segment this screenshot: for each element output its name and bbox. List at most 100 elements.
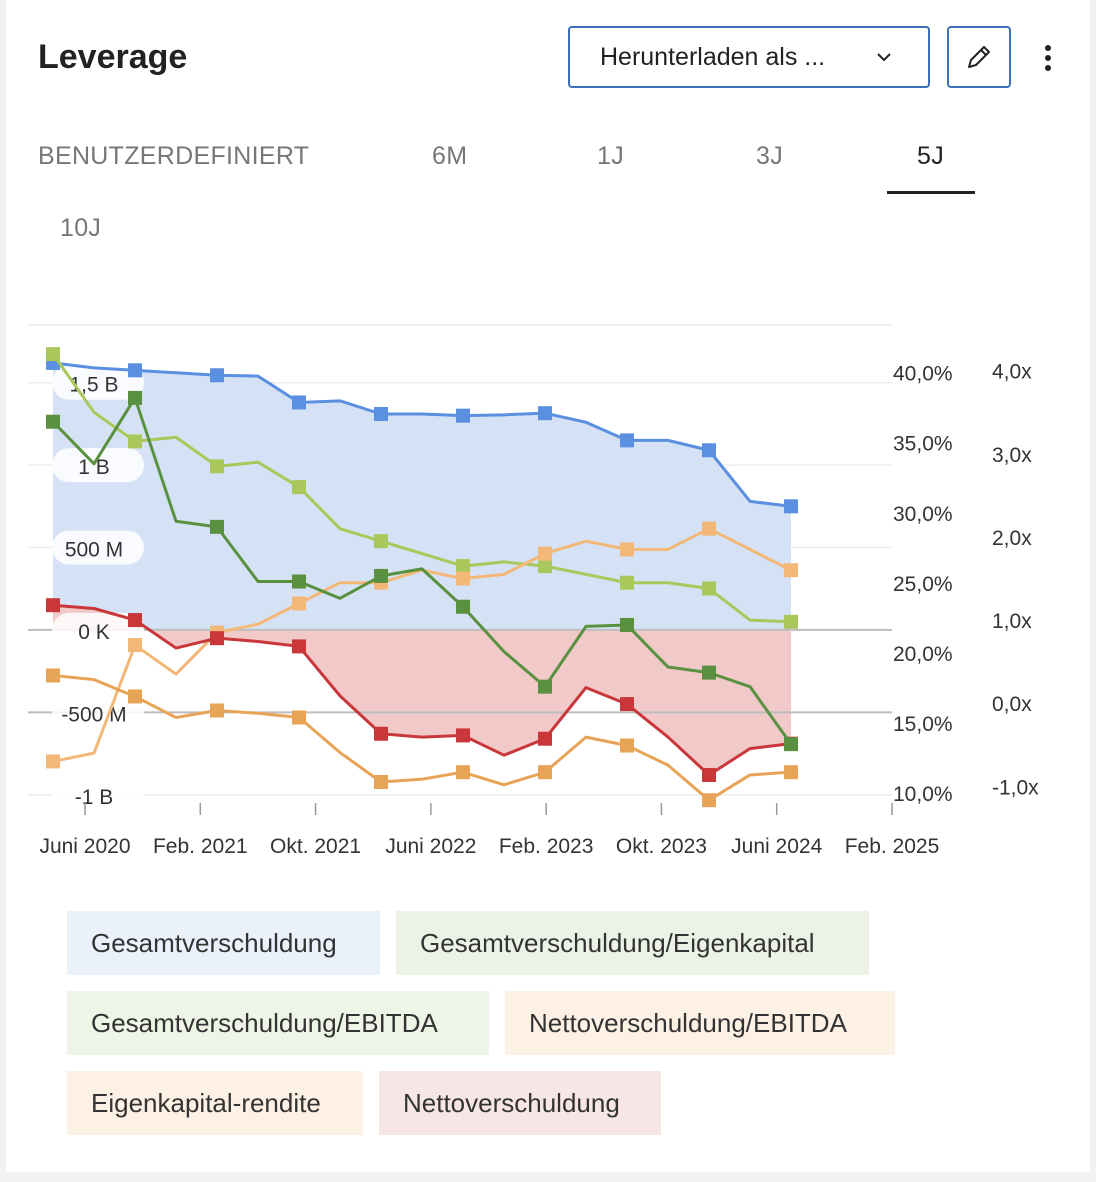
y-tick-label-left: 500 M bbox=[65, 539, 123, 562]
data-point bbox=[374, 774, 388, 789]
y-tick-label-percent: 35,0% bbox=[893, 433, 953, 456]
data-point bbox=[456, 408, 470, 423]
more-vertical-icon bbox=[1045, 45, 1051, 71]
active-tab-indicator bbox=[887, 191, 975, 194]
y-tick-label-left: 1 B bbox=[78, 456, 110, 479]
data-point bbox=[210, 459, 224, 474]
data-point bbox=[538, 406, 552, 421]
tab-5j[interactable]: 5J bbox=[917, 142, 945, 170]
data-point bbox=[620, 697, 634, 712]
data-point bbox=[702, 793, 716, 808]
data-point bbox=[210, 368, 224, 383]
tab-10j[interactable]: 10J bbox=[60, 214, 102, 242]
right-axis-multiple: 4,0x 3,0x 2,0x 1,0x 0,0x -1,0x bbox=[992, 361, 1039, 800]
legend-item-label: Nettoverschuldung bbox=[403, 1087, 620, 1118]
data-point bbox=[374, 726, 388, 741]
data-point bbox=[784, 563, 798, 578]
data-point bbox=[374, 568, 388, 583]
data-point bbox=[456, 559, 470, 574]
data-point bbox=[538, 679, 552, 694]
y-tick-label-left: 0 K bbox=[78, 621, 110, 644]
y-tick-pill bbox=[52, 530, 144, 565]
data-point bbox=[784, 765, 798, 780]
data-point bbox=[46, 347, 60, 362]
y-tick-label-multiple: 3,0x bbox=[992, 444, 1032, 467]
data-point bbox=[46, 598, 60, 613]
edit-button[interactable] bbox=[947, 26, 1011, 88]
y-tick-label-percent: 10,0% bbox=[893, 783, 953, 806]
y-tick-pill bbox=[52, 695, 144, 730]
data-point bbox=[456, 571, 470, 586]
legend-item-label: Eigenkapital-rendite bbox=[91, 1087, 321, 1118]
pencil-icon bbox=[968, 46, 990, 68]
data-point bbox=[456, 765, 470, 780]
x-tick-label: Okt. 2023 bbox=[616, 835, 707, 858]
data-point bbox=[292, 596, 306, 611]
series-5 bbox=[46, 598, 798, 782]
x-tick-label: Feb. 2021 bbox=[153, 835, 248, 858]
data-point bbox=[128, 613, 142, 628]
legend-item-label: Gesamtverschuldung bbox=[91, 927, 337, 958]
y-tick-label-multiple: 0,0x bbox=[992, 693, 1032, 716]
leverage-card: Leverage Herunterladen als ... BENUTZERD… bbox=[6, 0, 1090, 1172]
y-tick-label-percent: 25,0% bbox=[893, 573, 953, 596]
legend-item-label: Gesamtverschuldung/Eigenkapital bbox=[420, 927, 815, 958]
y-tick-label-multiple: -1,0x bbox=[992, 776, 1039, 799]
tab-benutzerdefiniert[interactable]: BENUTZERDEFINIERT bbox=[38, 142, 310, 170]
data-point bbox=[128, 363, 142, 378]
data-point bbox=[128, 638, 142, 653]
data-point bbox=[538, 546, 552, 561]
data-point bbox=[128, 390, 142, 405]
y-tick-pill bbox=[52, 612, 144, 647]
data-point bbox=[46, 754, 60, 769]
x-tick-label: Feb. 2025 bbox=[845, 835, 940, 858]
data-point bbox=[128, 689, 142, 704]
data-point bbox=[620, 433, 634, 448]
data-point bbox=[538, 765, 552, 780]
data-point bbox=[292, 574, 306, 589]
data-point bbox=[702, 767, 716, 782]
y-tick-label-multiple: 2,0x bbox=[992, 527, 1032, 550]
legend-item[interactable]: Gesamtverschuldung/Eigenkapital bbox=[396, 911, 869, 975]
y-tick-label-multiple: 1,0x bbox=[992, 610, 1032, 633]
y-tick-pill bbox=[52, 365, 144, 400]
data-point bbox=[784, 614, 798, 629]
x-tick-label: Juni 2020 bbox=[39, 835, 130, 858]
series-2 bbox=[46, 347, 798, 629]
data-point bbox=[456, 599, 470, 614]
x-axis: Juni 2020 Feb. 2021 Okt. 2021 Juni 2022 Feb.… bbox=[39, 803, 939, 858]
data-point bbox=[702, 443, 716, 458]
left-axis: 1,5 B 1 B 500 M 0 K -500 M -1 B bbox=[52, 365, 144, 812]
data-point bbox=[784, 499, 798, 514]
download-label: Herunterladen als ... bbox=[600, 42, 826, 71]
data-point bbox=[620, 542, 634, 557]
data-point bbox=[456, 728, 470, 743]
x-tick-label: Juni 2022 bbox=[385, 835, 476, 858]
download-dropdown[interactable]: Herunterladen als ... bbox=[568, 26, 930, 88]
data-point bbox=[620, 575, 634, 590]
data-point bbox=[538, 731, 552, 746]
y-tick-label-percent: 20,0% bbox=[893, 643, 953, 666]
data-point bbox=[128, 434, 142, 449]
y-tick-label-percent: 30,0% bbox=[893, 503, 953, 526]
data-point bbox=[538, 559, 552, 574]
legend-item[interactable]: Nettoverschuldung/EBITDA bbox=[505, 991, 895, 1055]
y-tick-label-left: -500 M bbox=[61, 703, 126, 726]
more-options-button[interactable] bbox=[1030, 36, 1066, 80]
tab-3j[interactable]: 3J bbox=[756, 142, 784, 170]
data-point bbox=[46, 414, 60, 429]
tab-1j[interactable]: 1J bbox=[597, 142, 625, 170]
data-point bbox=[702, 581, 716, 596]
data-point bbox=[374, 407, 388, 422]
leverage-chart: 1,5 B 1 B 500 M 0 K -500 M -1 B 40,0% 35,0% 30,0… bbox=[28, 324, 1039, 858]
tab-6m[interactable]: 6M bbox=[432, 142, 468, 170]
legend-item-label: Nettoverschuldung/EBITDA bbox=[529, 1007, 847, 1038]
legend-item[interactable]: Gesamtverschuldung/EBITDA bbox=[67, 991, 489, 1055]
series-line bbox=[52, 361, 792, 508]
legend-item[interactable]: Nettoverschuldung bbox=[379, 1071, 661, 1135]
legend-item[interactable]: Gesamtverschuldung bbox=[67, 911, 380, 975]
legend-item[interactable]: Eigenkapital-rendite bbox=[67, 1071, 363, 1135]
data-point bbox=[292, 395, 306, 410]
data-point bbox=[374, 534, 388, 549]
series-1 bbox=[46, 390, 798, 752]
